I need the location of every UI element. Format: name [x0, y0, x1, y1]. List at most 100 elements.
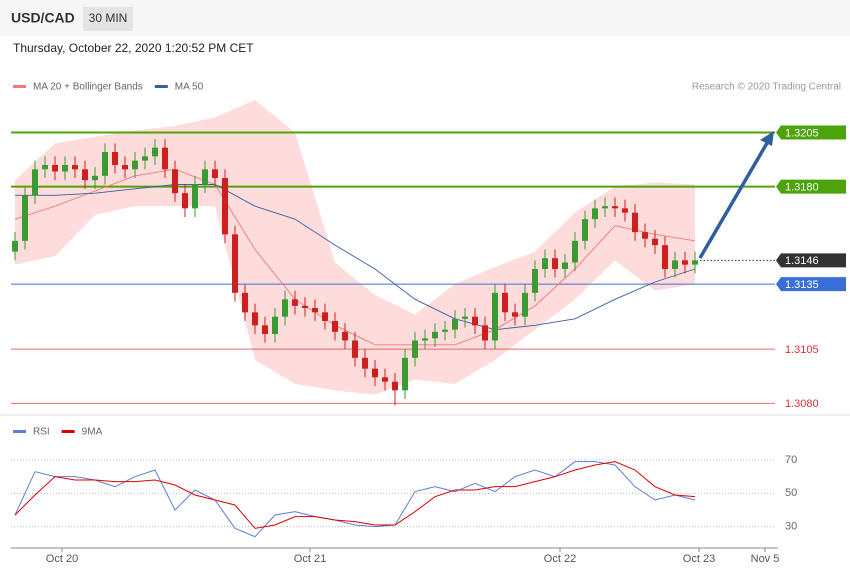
- header-bar: [0, 0, 850, 36]
- timestamp: Thursday, October 22, 2020 1:20:52 PM CE…: [13, 41, 254, 55]
- candle-body: [242, 292, 248, 313]
- y-tick-label: 30: [785, 521, 797, 533]
- candle-body: [622, 208, 628, 213]
- candle-body: [302, 305, 308, 308]
- candle-body: [112, 152, 118, 165]
- candle-body: [332, 321, 338, 332]
- candle-body: [682, 260, 688, 265]
- x-tick-label: Oct 20: [46, 553, 78, 565]
- candle-body: [482, 325, 488, 341]
- candle-body: [382, 377, 388, 382]
- x-tick-label: Oct 21: [294, 553, 326, 565]
- level-tag: [776, 253, 846, 268]
- candle-body: [602, 206, 608, 209]
- candle-body: [292, 299, 298, 306]
- candle-body: [32, 169, 38, 196]
- candle-body: [402, 357, 408, 391]
- candle-body: [462, 316, 468, 319]
- candle-body: [202, 169, 208, 185]
- ma-line: [15, 184, 696, 331]
- legend-label: MA 20 + Bollinger Bands: [33, 82, 143, 93]
- candle-body: [42, 165, 48, 170]
- legend-swatch: [154, 85, 168, 88]
- y-tick-label: 50: [785, 487, 797, 499]
- candle-body: [582, 219, 588, 241]
- level-tag: [776, 125, 846, 140]
- candle-body: [422, 338, 428, 341]
- candle-body: [212, 169, 218, 178]
- candle-body: [542, 258, 548, 269]
- candle-body: [492, 292, 498, 341]
- candle-body: [122, 165, 128, 170]
- candle-body: [512, 312, 518, 317]
- level-tag: [776, 179, 846, 194]
- candle-body: [672, 260, 678, 269]
- level-label: 1.3180: [785, 182, 819, 194]
- candle-body: [572, 240, 578, 263]
- interval: 30 MIN: [89, 11, 128, 25]
- x-tick-label: Nov 5: [751, 553, 780, 565]
- symbol: USD/CAD: [11, 10, 75, 26]
- candle-body: [182, 193, 188, 209]
- candle-body: [612, 206, 618, 209]
- candle-body: [52, 165, 58, 172]
- rsi-line: [14, 461, 696, 529]
- candle-body: [552, 258, 558, 269]
- candle-body: [262, 325, 268, 334]
- candle-body: [62, 165, 68, 172]
- legend-label: RSI: [33, 427, 50, 438]
- candle-body: [362, 357, 368, 369]
- candle-body: [442, 329, 448, 332]
- legend-swatch: [61, 430, 75, 433]
- candle-body: [352, 340, 358, 358]
- y-tick-label: 70: [785, 454, 797, 466]
- candle-body: [432, 331, 438, 339]
- x-tick-label: Oct 23: [683, 553, 715, 565]
- candle-body: [192, 184, 198, 209]
- candle-body: [172, 169, 178, 194]
- candle-body: [152, 147, 158, 157]
- level-label: 1.3205: [785, 127, 819, 139]
- copyright: Research © 2020 Trading Central: [692, 82, 841, 93]
- candle-body: [222, 178, 228, 235]
- candle-body: [372, 368, 378, 378]
- candle-body: [312, 308, 318, 313]
- arrow-head: [760, 131, 774, 146]
- candle-body: [692, 260, 698, 265]
- level-label: 1.3105: [785, 344, 819, 356]
- x-tick-label: Oct 22: [544, 553, 576, 565]
- level-tag: [776, 277, 846, 292]
- candle-body: [652, 238, 658, 246]
- candle-body: [82, 169, 88, 181]
- legend-swatch: [13, 85, 26, 88]
- candle-body: [642, 232, 648, 239]
- candle-body: [592, 208, 598, 220]
- candle-body: [412, 340, 418, 358]
- candle-body: [472, 316, 478, 326]
- candle-body: [632, 212, 638, 233]
- candle-body: [502, 292, 508, 313]
- candle-body: [662, 245, 668, 269]
- legend-label: MA 50: [175, 82, 204, 93]
- rsi-line: [14, 461, 696, 538]
- candle-body: [142, 156, 148, 161]
- candle-body: [92, 175, 98, 181]
- candle-body: [232, 234, 238, 293]
- candle-body: [72, 165, 78, 170]
- level-label: 1.3080: [785, 398, 819, 410]
- candle-body: [452, 318, 458, 330]
- legend-label: 9MA: [82, 427, 103, 438]
- legend-swatch: [13, 430, 26, 433]
- candle-body: [132, 160, 138, 170]
- candle-body: [392, 381, 398, 391]
- level-label: 1.3146: [785, 255, 819, 267]
- candle-body: [282, 299, 288, 317]
- target-arrow: [698, 137, 772, 259]
- candle-body: [342, 331, 348, 341]
- candle-body: [102, 152, 108, 176]
- candle-body: [272, 316, 278, 334]
- level-label: 1.3135: [785, 279, 819, 291]
- candle-body: [532, 269, 538, 293]
